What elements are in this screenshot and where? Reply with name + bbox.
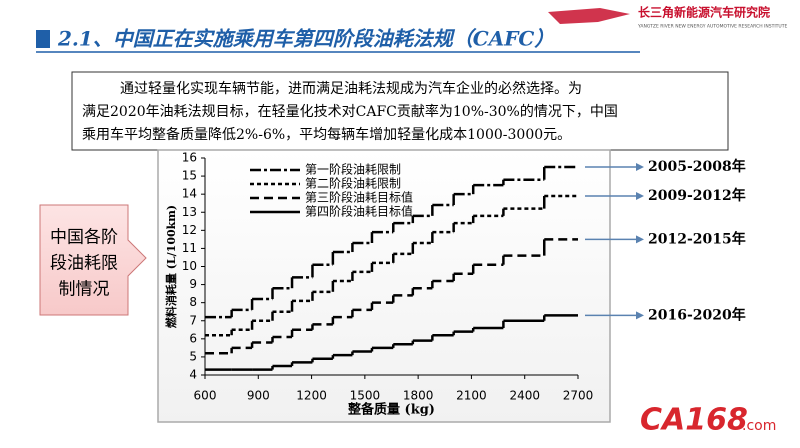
y-tick-label: 6 [189, 331, 197, 345]
x-tick-label: 600 [194, 389, 217, 403]
y-tick-label: 14 [182, 187, 197, 201]
period-arrowhead [636, 311, 644, 320]
y-tick-label: 15 [182, 169, 197, 183]
callout-line: 段油耗限 [50, 254, 118, 274]
logo-en: YANGTZE RIVER NEW ENERGY AUTOMOTIVE RESE… [637, 24, 787, 30]
callout-line: 中国各阶 [50, 228, 118, 248]
period-label: 2012-2015年 [648, 230, 746, 247]
period-arrowhead [636, 235, 644, 244]
callout-line: 制情况 [59, 280, 110, 300]
x-tick-label: 1800 [403, 389, 434, 403]
callout-box [39, 204, 147, 316]
y-tick-label: 13 [182, 205, 197, 219]
period-label: 2005-2008年 [648, 158, 746, 175]
legend-label: 第三阶段油耗目标值 [305, 190, 413, 205]
x-tick-label: 2100 [456, 389, 487, 403]
x-tick-label: 900 [247, 389, 270, 403]
x-tick-label: 1200 [296, 389, 327, 403]
y-tick-label: 8 [189, 295, 197, 309]
y-tick-label: 12 [182, 223, 197, 237]
logo-cn: 长三角新能源汽车研究院 [638, 5, 770, 20]
watermark-suffix: .com [742, 418, 776, 434]
period-label: 2009-2012年 [648, 187, 746, 204]
y-tick-label: 10 [182, 259, 197, 273]
y-axis-title: 燃料消耗量 (L/100km) [164, 205, 178, 329]
chart: 4 5 6 7 8 9 10 11 12 13 14 15 16 600 900 1200 1500 1800 21… [164, 151, 746, 418]
summary-line: 满足2020年油耗法规目标，在轻量化技术对CAFC贡献率为10%-30%的情况下… [82, 103, 618, 120]
y-tick-label: 7 [189, 313, 197, 327]
period-label: 2016-2020年 [648, 306, 746, 323]
period-arrowhead [636, 191, 644, 200]
x-axis-title: 整备质量 (kg) [347, 402, 435, 418]
legend-label: 第四阶段油耗目标值 [305, 204, 413, 219]
title-marker [36, 30, 50, 48]
x-tick-label: 2400 [509, 389, 540, 403]
x-tick-label: 2700 [563, 389, 594, 403]
y-tick-label: 4 [189, 368, 197, 382]
summary-line: 乘用车平均整备质量降低2%-6%，平均每辆车增加轻量化成本1000-3000元。 [82, 126, 571, 143]
y-tick-label: 9 [189, 277, 197, 291]
y-tick-label: 16 [182, 151, 197, 165]
summary-line: 通过轻量化实现车辆节能，进而满足油耗法规成为汽车企业的必然选择。为 [120, 80, 582, 97]
legend-label: 第一阶段油耗限制 [305, 162, 401, 177]
legend-label: 第二阶段油耗限制 [305, 176, 401, 191]
logo-mark [548, 8, 630, 24]
period-arrowhead [636, 163, 644, 172]
slide-title: 2.1、中国正在实施乘用车第四阶段油耗法规（CAFC） [57, 27, 554, 51]
chart-frame [157, 149, 611, 423]
watermark-brand: CA168 [640, 403, 748, 438]
y-tick-label: 11 [182, 241, 197, 255]
x-tick-label: 1500 [350, 389, 381, 403]
y-tick-label: 5 [189, 349, 197, 363]
